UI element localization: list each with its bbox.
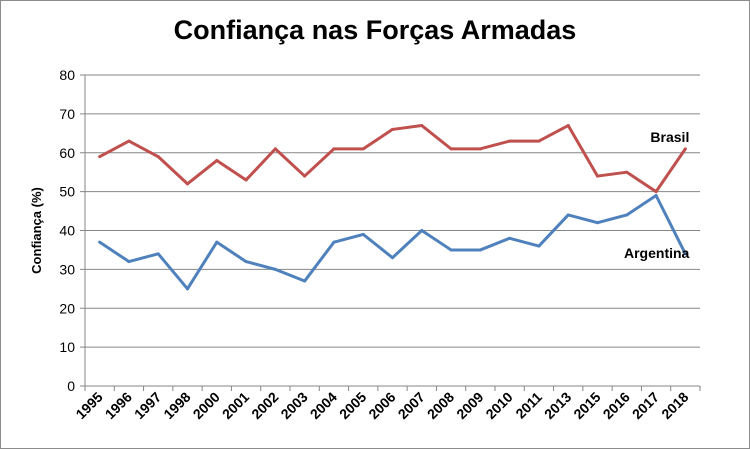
- y-tick-label: 70: [59, 106, 75, 122]
- x-tick-label: 1996: [102, 389, 135, 422]
- x-tick-label: 2005: [336, 389, 369, 422]
- y-tick-label: 50: [59, 184, 75, 200]
- y-tick-label: 30: [59, 261, 75, 277]
- data-point: [98, 155, 102, 159]
- y-tick-label: 40: [59, 223, 75, 239]
- x-tick-label: 2009: [453, 389, 486, 422]
- data-point: [127, 139, 131, 143]
- data-point: [537, 244, 541, 248]
- data-point: [186, 182, 189, 186]
- x-tick-label: 2016: [600, 389, 633, 422]
- data-point: [625, 213, 629, 217]
- data-point: [361, 147, 365, 151]
- series-line-brasil: [98, 124, 687, 194]
- y-axis-title: Confiança (%): [29, 187, 44, 274]
- data-point: [391, 256, 394, 260]
- x-tick-label: 2001: [219, 389, 252, 422]
- y-tick-label: 0: [67, 378, 75, 394]
- x-tick-label: 2006: [365, 389, 398, 422]
- data-point: [596, 174, 599, 178]
- data-point: [654, 190, 658, 194]
- x-tick-label: 1998: [160, 389, 193, 422]
- data-point: [156, 252, 160, 256]
- data-point: [566, 213, 570, 217]
- chart-title: Confiança nas Forças Armadas: [173, 15, 577, 45]
- data-point: [449, 147, 453, 151]
- data-point: [186, 287, 189, 291]
- x-tick-label: 1997: [131, 389, 164, 422]
- x-tick-label: 2015: [570, 389, 603, 422]
- data-point: [361, 232, 365, 236]
- data-point: [508, 139, 512, 143]
- x-tick-label: 1995: [72, 389, 105, 422]
- series-line-argentina: [98, 194, 687, 291]
- x-tick-label: 2013: [541, 389, 574, 422]
- x-tick-label: 2003: [277, 389, 310, 422]
- x-tick-label: 2004: [307, 389, 340, 422]
- data-point: [303, 174, 307, 178]
- data-point: [244, 260, 248, 264]
- x-tick-label: 2002: [248, 389, 281, 422]
- x-tick-label: 2017: [629, 389, 662, 422]
- y-tick-label: 80: [59, 67, 75, 83]
- data-point: [478, 147, 482, 151]
- data-point: [391, 127, 394, 131]
- y-tick-label: 60: [59, 145, 75, 161]
- data-point: [537, 139, 541, 143]
- data-point: [478, 248, 482, 252]
- data-point: [244, 178, 248, 182]
- data-point: [683, 147, 687, 151]
- x-tick-label: 2000: [190, 389, 223, 422]
- data-point: [566, 124, 570, 128]
- y-tick-label: 20: [59, 300, 75, 316]
- data-point: [420, 229, 424, 232]
- data-point: [596, 221, 599, 225]
- data-point: [303, 279, 307, 283]
- x-tick-label: 2011: [512, 389, 545, 422]
- data-point: [156, 155, 160, 159]
- data-point: [420, 124, 424, 128]
- data-point: [654, 194, 658, 198]
- data-point: [98, 240, 102, 244]
- x-tick-label: 2007: [395, 389, 428, 422]
- x-tick-label: 2008: [424, 389, 457, 422]
- data-point: [127, 260, 131, 264]
- data-point: [332, 240, 336, 244]
- series-label-brasil: Brasil: [650, 129, 689, 145]
- series-label-argentina: Argentina: [624, 245, 690, 261]
- data-point: [449, 248, 453, 252]
- data-point: [625, 170, 629, 174]
- data-point: [273, 267, 277, 271]
- data-point: [215, 240, 219, 244]
- data-point: [332, 147, 336, 151]
- data-point: [215, 159, 219, 163]
- x-tick-label: 2018: [658, 389, 691, 422]
- x-tick-label: 2010: [482, 389, 515, 422]
- y-tick-label: 10: [59, 339, 75, 355]
- data-point: [508, 236, 512, 240]
- data-point: [273, 147, 277, 151]
- data-point: [683, 252, 687, 256]
